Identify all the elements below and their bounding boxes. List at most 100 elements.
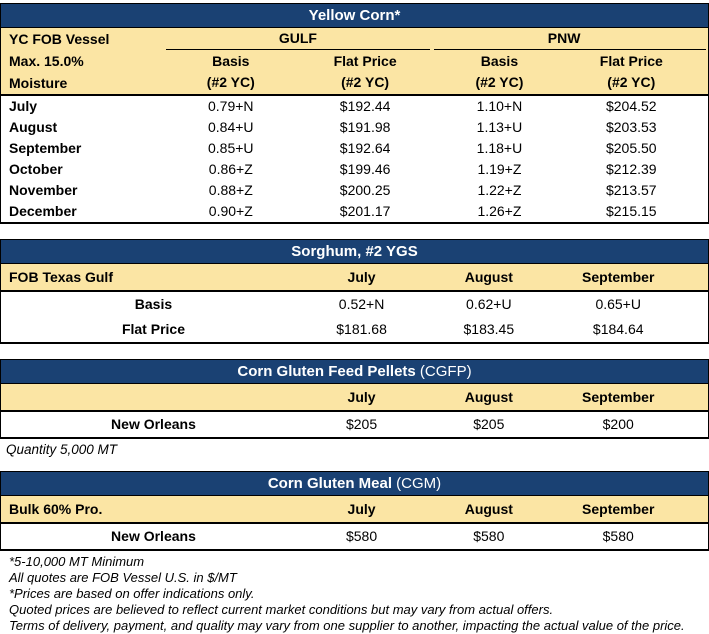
cgfp-value-july: $205 xyxy=(345,416,378,432)
col-header-spec-label: (#2 YC) xyxy=(607,74,656,90)
col-header-basis-label: Basis xyxy=(212,53,250,69)
pnw-flat-value: $205.50 xyxy=(605,140,657,156)
col-header-july: July xyxy=(347,269,376,285)
month-label: August xyxy=(9,119,58,135)
sorghum-title-bar: Sorghum, #2 YGS xyxy=(1,240,708,264)
gulf-flat-value: $199.46 xyxy=(339,161,391,177)
section-spacer xyxy=(0,224,709,239)
section-sorghum: Sorghum, #2 YGS FOB Texas Gulf July Augu… xyxy=(0,239,709,344)
col-header-pnw-basis: Basis (#2 YC) xyxy=(432,50,566,95)
col-header-gulf-basis: Basis (#2 YC) xyxy=(164,50,298,95)
pnw-flat-value: $215.15 xyxy=(605,203,657,219)
location-label: New Orleans xyxy=(111,416,196,432)
col-header-august: August xyxy=(464,269,513,285)
cgm-row-label: Bulk 60% Pro. xyxy=(9,501,103,517)
cgfp-title-abbrev: (CGFP) xyxy=(415,363,472,380)
cgfp-header: July August September xyxy=(1,384,708,411)
cgfp-row-label xyxy=(1,384,298,411)
pnw-basis-value: 1.19+Z xyxy=(477,161,522,177)
table-row: July 0.79+N $192.44 1.10+N $204.52 xyxy=(1,95,708,117)
gulf-flat-value: $191.98 xyxy=(339,119,391,135)
yellow-corn-header: YC FOB Vessel Max. 15.0% Moisture GULF P… xyxy=(1,28,708,95)
location-label: New Orleans xyxy=(111,528,196,544)
cgm-title-bar: Corn Gluten Meal (CGM) xyxy=(1,472,708,496)
side-label-line-1: YC FOB Vessel xyxy=(9,31,110,47)
gulf-flat-value: $192.44 xyxy=(339,98,391,114)
pnw-basis-value: 1.13+U xyxy=(476,119,523,135)
group-header-pnw: PNW xyxy=(432,28,708,50)
cgm-header: Bulk 60% Pro. July August September xyxy=(1,496,708,523)
sorghum-table: FOB Texas Gulf July August September Bas… xyxy=(1,264,708,342)
pnw-flat-value: $212.39 xyxy=(605,161,657,177)
cgfp-table: July August September New Orleans $205 $… xyxy=(1,384,708,437)
pnw-basis-value: 1.22+Z xyxy=(477,182,522,198)
basis-value-september: 0.65+U xyxy=(595,296,641,312)
yellow-corn-title: Yellow Corn* xyxy=(308,7,401,24)
month-label: September xyxy=(9,140,82,156)
sorghum-title: Sorghum, #2 YGS xyxy=(291,243,418,260)
basis-row-label: Basis xyxy=(134,296,173,312)
gulf-basis-value: 0.84+U xyxy=(208,119,254,135)
group-header-pnw-label: PNW xyxy=(434,28,706,50)
gulf-flat-value: $192.64 xyxy=(339,140,391,156)
cgfp-title: Corn Gluten Feed Pellets xyxy=(237,363,416,380)
gulf-basis-value: 0.90+Z xyxy=(208,203,253,219)
col-header-spec-label: (#2 YC) xyxy=(475,74,524,90)
gulf-flat-value: $200.25 xyxy=(339,182,391,198)
pnw-flat-value: $204.52 xyxy=(605,98,657,114)
footnote-line: Quoted prices are believed to reflect cu… xyxy=(9,602,554,617)
col-header-july: July xyxy=(347,501,376,517)
gulf-basis-value: 0.79+N xyxy=(208,98,254,114)
col-header-september: September xyxy=(582,389,655,405)
cgfp-quantity-note: Quantity 5,000 MT xyxy=(6,442,118,457)
month-label: November xyxy=(9,182,78,198)
flat-value-july: $181.68 xyxy=(336,321,387,337)
section-spacer xyxy=(0,344,709,359)
gulf-basis-value: 0.88+Z xyxy=(208,182,253,198)
sorghum-row-label: FOB Texas Gulf xyxy=(9,269,113,285)
cgm-table: Bulk 60% Pro. July August September New … xyxy=(1,496,708,549)
table-row: October 0.86+Z $199.46 1.19+Z $212.39 xyxy=(1,159,708,180)
col-header-september: September xyxy=(582,269,655,285)
basis-value-july: 0.52+N xyxy=(338,296,385,312)
table-row: September 0.85+U $192.64 1.18+U $205.50 xyxy=(1,138,708,159)
section-cgfp: Corn Gluten Feed Pellets (CGFP) July Aug… xyxy=(0,359,709,439)
table-row: New Orleans $580 $580 $580 xyxy=(1,523,708,549)
flat-price-row-label: Flat Price xyxy=(121,321,185,337)
month-label: December xyxy=(9,203,77,219)
gulf-basis-value: 0.85+U xyxy=(208,140,254,156)
section-cgm: Corn Gluten Meal (CGM) Bulk 60% Pro. Jul… xyxy=(0,471,709,551)
flat-value-august: $183.45 xyxy=(463,321,515,337)
pnw-basis-value: 1.18+U xyxy=(476,140,523,156)
yellow-corn-table: YC FOB Vessel Max. 15.0% Moisture GULF P… xyxy=(1,28,708,222)
footnote-line: *Prices are based on offer indications o… xyxy=(9,586,255,601)
table-row: Flat Price $181.68 $183.45 $184.64 xyxy=(1,317,708,342)
group-header-gulf: GULF xyxy=(164,28,433,50)
col-header-spec-label: (#2 YC) xyxy=(206,74,255,90)
month-label: October xyxy=(9,161,63,177)
cgfp-value-august: $205 xyxy=(473,416,505,432)
footnote-line: *5-10,000 MT Minimum xyxy=(9,554,145,569)
col-header-spec-label: (#2 YC) xyxy=(341,74,390,90)
footnote-line: All quotes are FOB Vessel U.S. in $/MT xyxy=(9,570,237,585)
footnotes: *5-10,000 MT Minimum All quotes are FOB … xyxy=(0,551,709,634)
cgfp-value-september: $200 xyxy=(602,416,634,432)
col-header-basis-label: Basis xyxy=(480,53,519,69)
table-row: August 0.84+U $191.98 1.13+U $203.53 xyxy=(1,117,708,138)
col-header-pnw-flat: Flat Price (#2 YC) xyxy=(567,50,708,95)
side-label-line-2: Max. 15.0% xyxy=(9,53,84,69)
cgfp-title-bar: Corn Gluten Feed Pellets (CGFP) xyxy=(1,360,708,384)
table-row: November 0.88+Z $200.25 1.22+Z $213.57 xyxy=(1,180,708,201)
group-header-gulf-label: GULF xyxy=(165,28,431,50)
flat-value-september: $184.64 xyxy=(592,321,644,337)
table-row: Basis 0.52+N 0.62+U 0.65+U xyxy=(1,291,708,317)
footnote-line: Terms of delivery, payment, and quality … xyxy=(9,618,685,633)
pnw-basis-value: 1.10+N xyxy=(476,98,523,114)
month-label: July xyxy=(9,98,38,114)
col-header-gulf-flat: Flat Price (#2 YC) xyxy=(298,50,432,95)
col-header-august: August xyxy=(464,501,513,517)
col-header-flat-label: Flat Price xyxy=(599,53,663,69)
pnw-basis-value: 1.26+Z xyxy=(477,203,522,219)
cgm-value-august: $580 xyxy=(473,528,505,544)
cgm-value-july: $580 xyxy=(345,528,378,544)
